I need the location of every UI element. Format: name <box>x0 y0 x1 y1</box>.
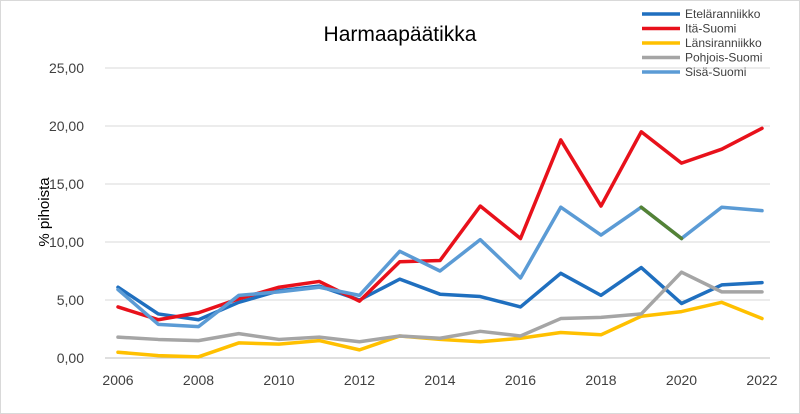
y-tick-label: 25,00 <box>49 60 84 76</box>
x-tick-label: 2010 <box>263 372 294 388</box>
series-line-ita-suomi <box>116 126 764 322</box>
y-tick-label: 0,00 <box>57 350 84 366</box>
y-tick-label: 15,00 <box>49 176 84 192</box>
chart-title: Harmaapäätikka <box>324 23 477 46</box>
x-tick-label: 2006 <box>102 372 133 388</box>
legend-label-ita-suomi: Itä-Suomi <box>685 22 736 36</box>
x-tick-label: 2008 <box>183 372 214 388</box>
x-tick-label: 2022 <box>746 372 777 388</box>
x-tick-label: 2014 <box>424 372 455 388</box>
legend-label-lansiranniikko: Länsiranniikko <box>685 36 762 50</box>
x-tick-label: 2012 <box>344 372 375 388</box>
legend-label-pohjois-suomi: Pohjois-Suomi <box>685 51 762 65</box>
legend-label-sisa-suomi: Sisä-Suomi <box>685 65 746 79</box>
series-line-etelaranniikko <box>116 265 764 322</box>
x-tick-label: 2018 <box>585 372 616 388</box>
series-line-pohjois-suomi <box>116 270 764 344</box>
series-segment-sisa-suomi <box>639 205 684 241</box>
x-tick-label: 2020 <box>666 372 697 388</box>
legend-label-etelaranniikko: Eteläranniikko <box>685 7 761 21</box>
y-axis-label: % pihoista <box>36 177 53 247</box>
series-line-lansiranniikko <box>116 300 764 359</box>
x-tick-label: 2016 <box>505 372 536 388</box>
y-tick-label: 5,00 <box>57 292 84 308</box>
y-tick-label: 10,00 <box>49 234 84 250</box>
y-tick-label: 20,00 <box>49 118 84 134</box>
